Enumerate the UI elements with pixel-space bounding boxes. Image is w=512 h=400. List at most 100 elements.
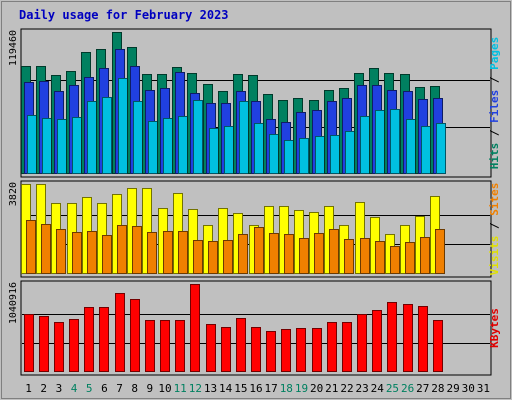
bar-kbytes-day-14 bbox=[221, 327, 231, 372]
legend-label-files: Files bbox=[488, 90, 501, 123]
bar-sites-day-19 bbox=[299, 238, 309, 274]
bar-pages-day-25 bbox=[390, 109, 400, 174]
bar-kbytes-day-2 bbox=[39, 316, 49, 372]
bar-sites-day-2 bbox=[41, 224, 51, 274]
bar-sites-day-14 bbox=[223, 240, 233, 274]
bar-pages-day-21 bbox=[330, 135, 340, 174]
bar-sites-day-7 bbox=[117, 225, 127, 274]
bar-sites-day-13 bbox=[208, 241, 218, 274]
bar-kbytes-day-8 bbox=[130, 299, 140, 372]
legend-label-sites: Sites bbox=[488, 183, 501, 216]
bar-sites-day-15 bbox=[238, 234, 248, 274]
bar-pages-day-23 bbox=[360, 116, 370, 174]
panel-legend: Visits / Sites bbox=[488, 183, 501, 276]
x-tick-label-day-8: 8 bbox=[131, 382, 138, 395]
bar-pages-day-5 bbox=[87, 101, 97, 174]
x-tick-label-day-21: 21 bbox=[325, 382, 338, 395]
bar-pages-day-6 bbox=[102, 97, 112, 174]
bar-kbytes-day-27 bbox=[418, 306, 428, 372]
x-tick-label-day-18: 18 bbox=[280, 382, 293, 395]
x-tick-label-day-16: 16 bbox=[249, 382, 262, 395]
x-tick-label-day-31: 31 bbox=[477, 382, 490, 395]
bar-kbytes-day-13 bbox=[206, 324, 216, 372]
bar-pages-day-3 bbox=[57, 119, 67, 174]
x-tick-label-day-7: 7 bbox=[116, 382, 123, 395]
bar-sites-day-18 bbox=[284, 234, 294, 274]
bar-pages-day-13 bbox=[209, 128, 219, 174]
bar-pages-day-18 bbox=[284, 140, 294, 174]
x-tick-label-day-26: 26 bbox=[401, 382, 414, 395]
bar-sites-day-17 bbox=[269, 233, 279, 274]
bar-sites-day-6 bbox=[102, 235, 112, 274]
x-tick-label-day-1: 1 bbox=[25, 382, 32, 395]
bar-pages-day-28 bbox=[436, 123, 446, 174]
chart-panels: 119460 Hits / Files / Pages 3820 Visits / S… bbox=[8, 28, 501, 376]
bar-sites-day-25 bbox=[390, 246, 400, 274]
bar-pages-day-19 bbox=[299, 138, 309, 174]
legend-label-visits: Visits bbox=[488, 236, 501, 276]
legend-label-hits: Hits bbox=[488, 143, 501, 170]
bar-pages-day-4 bbox=[72, 117, 82, 174]
x-tick-label-day-17: 17 bbox=[265, 382, 278, 395]
bar-sites-day-3 bbox=[56, 229, 66, 274]
bar-sites-day-21 bbox=[329, 229, 339, 274]
bar-pages-day-17 bbox=[269, 134, 279, 174]
bar-kbytes-day-28 bbox=[433, 320, 443, 372]
bar-kbytes-day-21 bbox=[327, 322, 337, 372]
x-tick-label-day-5: 5 bbox=[86, 382, 93, 395]
x-tick-label-day-14: 14 bbox=[219, 382, 233, 395]
bar-pages-day-12 bbox=[193, 100, 203, 174]
bar-sites-day-10 bbox=[163, 231, 173, 274]
panel-max-label: 3820 bbox=[8, 182, 19, 206]
x-tick-label-day-6: 6 bbox=[101, 382, 108, 395]
legend-separator: / bbox=[488, 123, 501, 143]
x-tick-label-day-2: 2 bbox=[40, 382, 47, 395]
x-tick-label-day-11: 11 bbox=[174, 382, 187, 395]
bar-sites-day-12 bbox=[193, 240, 203, 274]
x-tick-label-day-29: 29 bbox=[446, 382, 459, 395]
bar-pages-day-9 bbox=[148, 121, 158, 174]
bar-pages-day-24 bbox=[375, 110, 385, 174]
bar-kbytes-day-17 bbox=[266, 331, 276, 372]
panel-legend: Hits / Files / Pages bbox=[488, 37, 501, 170]
x-tick-label-day-24: 24 bbox=[371, 382, 385, 395]
bar-sites-day-24 bbox=[375, 241, 385, 274]
bar-kbytes-day-7 bbox=[115, 293, 125, 372]
bar-pages-day-16 bbox=[254, 123, 264, 174]
x-tick-label-day-13: 13 bbox=[204, 382, 217, 395]
legend-label-kbytes: KBytes bbox=[488, 308, 501, 348]
bar-sites-day-11 bbox=[178, 231, 188, 274]
bar-pages-day-26 bbox=[406, 119, 416, 174]
bar-sites-day-5 bbox=[87, 231, 97, 274]
x-tick-label-day-20: 20 bbox=[310, 382, 323, 395]
bar-kbytes-day-23 bbox=[357, 314, 367, 372]
bar-kbytes-day-3 bbox=[54, 322, 64, 372]
bar-sites-day-23 bbox=[360, 238, 370, 274]
bar-kbytes-day-1 bbox=[24, 314, 34, 372]
x-tick-label-day-28: 28 bbox=[431, 382, 444, 395]
x-tick-label-day-9: 9 bbox=[147, 382, 154, 395]
x-tick-label-day-4: 4 bbox=[71, 382, 78, 395]
bar-sites-day-9 bbox=[147, 232, 157, 274]
x-tick-label-day-3: 3 bbox=[56, 382, 63, 395]
bar-pages-day-15 bbox=[239, 101, 249, 174]
bar-sites-day-16 bbox=[254, 227, 264, 274]
panel-legend: KBytes bbox=[488, 308, 501, 348]
bar-kbytes-day-11 bbox=[175, 320, 185, 372]
bar-kbytes-day-12 bbox=[190, 284, 200, 372]
bar-sites-day-22 bbox=[344, 239, 354, 274]
panel-bot: 1040916 KBytes bbox=[8, 280, 501, 376]
bar-kbytes-day-10 bbox=[160, 320, 170, 372]
panel-max-label: 1040916 bbox=[8, 282, 19, 324]
legend-separator: / bbox=[488, 70, 501, 90]
bar-sites-day-1 bbox=[26, 220, 36, 274]
bar-pages-day-14 bbox=[224, 126, 234, 174]
panel-mid: 3820 Visits / Sites bbox=[8, 180, 501, 278]
bar-pages-day-2 bbox=[42, 118, 52, 174]
x-tick-label-day-19: 19 bbox=[295, 382, 308, 395]
bar-kbytes-day-6 bbox=[99, 307, 109, 372]
bar-kbytes-day-4 bbox=[69, 319, 79, 372]
bar-sites-day-8 bbox=[132, 226, 142, 274]
bar-pages-day-22 bbox=[345, 131, 355, 174]
